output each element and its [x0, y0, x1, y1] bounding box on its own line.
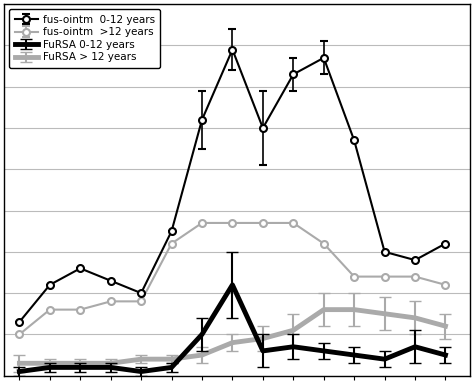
Legend: fus-ointm  0-12 years, fus-ointm  >12 years, FuRSA 0-12 years, FuRSA > 12 years: fus-ointm 0-12 years, fus-ointm >12 year… — [9, 9, 160, 68]
